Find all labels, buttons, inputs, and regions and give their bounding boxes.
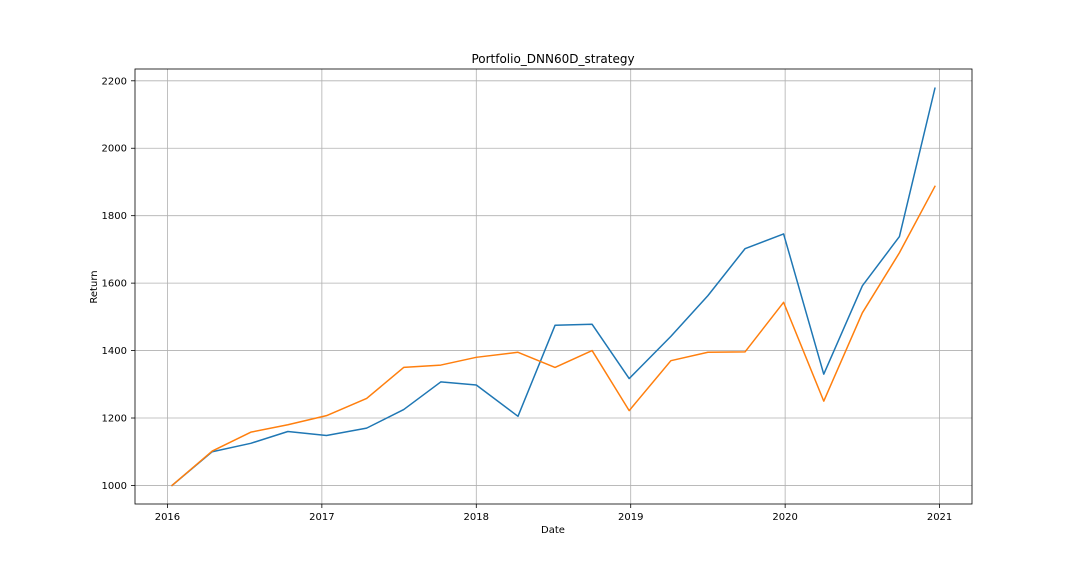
y-tick-label: 1000 (102, 481, 127, 492)
plot-frame (134, 68, 973, 505)
x-tick-label: 2019 (618, 512, 643, 523)
y-tick-label: 2000 (102, 144, 127, 155)
y-tick-label: 2200 (102, 76, 127, 87)
x-tick-label: 2018 (464, 512, 489, 523)
x-tick-label: 2020 (772, 512, 797, 523)
y-axis-label: Return (89, 270, 100, 303)
x-tick-label: 2017 (309, 512, 334, 523)
x-tick-label: 2021 (927, 512, 952, 523)
series-1-line (171, 87, 936, 487)
grid-lines (135, 69, 972, 504)
x-tick-label: 2016 (155, 512, 180, 523)
y-axis-ticks: 1000 1200 1400 1600 1800 2000 2200 (102, 76, 135, 492)
y-tick-label: 1200 (102, 414, 127, 425)
y-tick-label: 1800 (102, 211, 127, 222)
x-axis-ticks: 2016 2017 2018 2019 2020 2021 (155, 504, 952, 523)
series-lines (171, 87, 936, 487)
x-axis-label: Date (541, 525, 565, 536)
y-tick-label: 1400 (102, 346, 127, 357)
chart-title: Portfolio_DNN60D_strategy (471, 52, 634, 66)
series-2-line (171, 185, 936, 487)
y-tick-label: 1600 (102, 279, 127, 290)
